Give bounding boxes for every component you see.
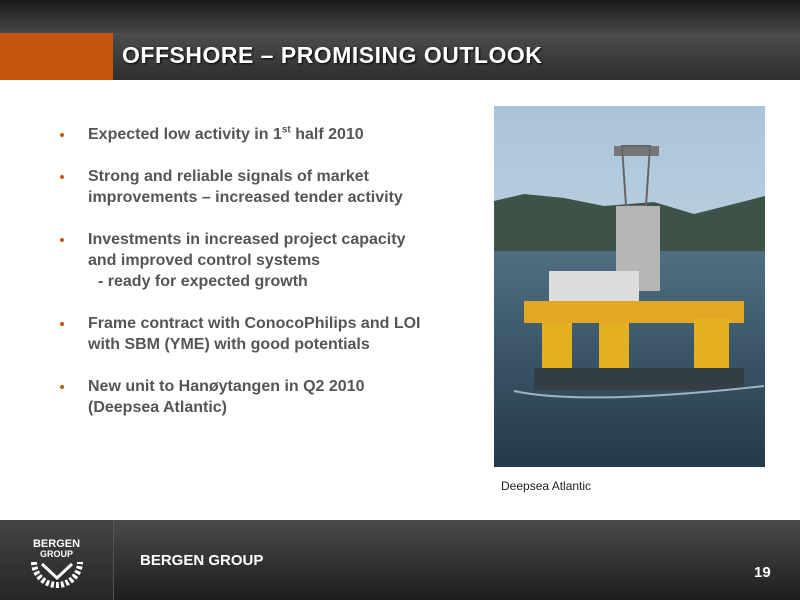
header-accent (0, 33, 113, 80)
bullet-text: Strong and reliable signals of market im… (88, 168, 403, 206)
header-bar: OFFSHORE – PROMISING OUTLOOK (0, 0, 800, 80)
bullet-text: half 2010 (290, 126, 364, 143)
bullet-text: New unit to Hanøytangen in Q2 2010 (Deep… (88, 378, 365, 416)
bullet-list: Expected low activity in 1st half 2010 S… (60, 124, 430, 439)
logo-text: BERGEN (32, 538, 81, 550)
title-band (113, 33, 800, 80)
page-number: 19 (754, 564, 771, 581)
bullet-continuation: - ready for expected growth (98, 273, 308, 290)
rig-photo (494, 106, 765, 467)
logo-mark (31, 561, 83, 588)
slide-title: OFFSHORE – PROMISING OUTLOOK (122, 42, 543, 68)
logo-text: GROUP (39, 549, 73, 559)
bullet: Strong and reliable signals of market im… (60, 166, 430, 208)
bullet: Frame contract with ConocoPhilips and LO… (60, 313, 430, 355)
bullet: Investments in increased project capacit… (60, 229, 430, 292)
bullet: Expected low activity in 1st half 2010 (60, 124, 430, 145)
bullet-text: Expected low activity in 1 (88, 126, 282, 143)
logo: BERGEN GROUP (0, 520, 114, 600)
brand-name: BERGEN GROUP (140, 552, 264, 569)
image-caption: Deepsea Atlantic (501, 479, 592, 493)
bullet-text: Frame contract with ConocoPhilips and LO… (88, 315, 421, 353)
bullet: New unit to Hanøytangen in Q2 2010 (Deep… (60, 376, 430, 418)
bullet-text: Investments in increased project capacit… (88, 231, 406, 269)
superscript: st (281, 124, 291, 136)
footer-bar: BERGEN GROUP BERGEN GROUP 19 (0, 520, 800, 600)
